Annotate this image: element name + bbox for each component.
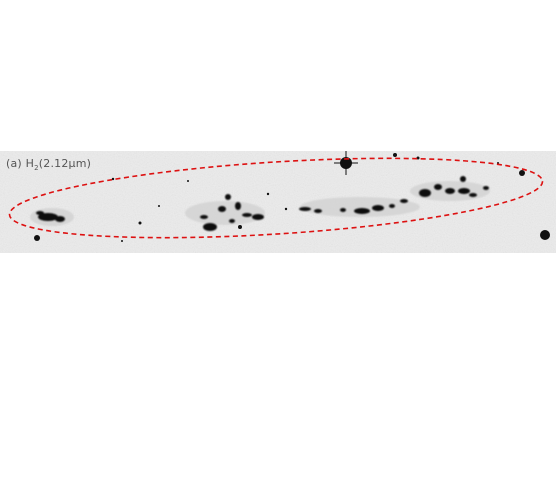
panel-label-prefix: (a) H: [6, 157, 34, 170]
h2-image-panel: (a) H2(2.12μm): [0, 151, 556, 253]
panel-label-suffix: (2.12μm): [39, 157, 91, 170]
panel-label: (a) H2(2.12μm): [6, 157, 91, 172]
